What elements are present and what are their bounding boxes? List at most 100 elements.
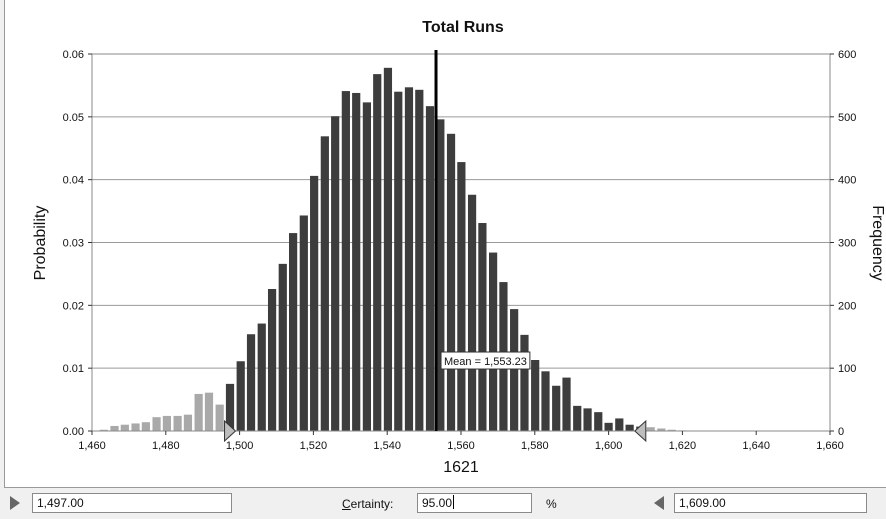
histogram-bar — [204, 392, 214, 431]
histogram-bar — [562, 377, 571, 431]
histogram-bar — [310, 175, 319, 431]
y-tick-label: 0.04 — [63, 175, 84, 187]
chart-title: Total Runs — [422, 19, 504, 36]
forecast-chart: Total Runs 0.000.010.020.030.040.050.06 … — [32, 19, 886, 476]
y2-tick-label: 100 — [838, 363, 856, 375]
histogram-bar — [99, 429, 108, 431]
histogram-bar — [383, 67, 393, 431]
histogram-bar — [625, 424, 634, 431]
histogram-bar — [162, 415, 172, 431]
x-tick-label: 1,520 — [300, 440, 328, 452]
x-axis-label: 1621 — [443, 459, 479, 476]
histogram-bar — [404, 87, 414, 431]
certainty-label: Certainty: — [342, 497, 393, 511]
mean-annotation: Mean = 1,553.23 — [440, 351, 531, 370]
histogram-bar — [152, 417, 161, 431]
histogram-bar — [478, 223, 487, 431]
histogram-bar — [173, 415, 182, 431]
histogram-bar — [215, 404, 224, 431]
histogram-bar — [573, 405, 582, 431]
certainty-mnemonic: C — [342, 497, 351, 511]
histogram-bar — [604, 422, 613, 431]
text-caret — [453, 495, 455, 509]
y-axis-ticks: 0.00 0.01 0.02 0.03 0.04 0.05 0.06 — [63, 49, 92, 438]
y-tick-label: 0.05 — [63, 112, 84, 124]
chart-panel: Total Runs 0.00 0.01 0.02 0.03 0.04 0.05 0.06 … — [4, 0, 886, 488]
histogram-bar — [362, 102, 372, 432]
histogram-bar — [394, 91, 403, 431]
histogram-bar — [552, 385, 561, 431]
histogram-bar — [236, 361, 245, 431]
histogram-bar — [489, 252, 498, 431]
right-grabber-icon[interactable] — [654, 496, 664, 510]
x-tick-label: 1,580 — [521, 440, 549, 452]
histogram-bar — [510, 309, 519, 431]
histogram-bar — [341, 91, 350, 432]
histogram-bar — [194, 393, 203, 431]
y-tick-label: 0.06 — [63, 49, 84, 61]
lower-handle-icon[interactable] — [224, 419, 237, 443]
histogram-bar — [467, 194, 477, 431]
y2-tick-label: 400 — [838, 175, 856, 187]
x-tick-label: 1,560 — [447, 440, 475, 452]
histogram-bar — [267, 288, 277, 431]
histogram-bar — [425, 106, 435, 431]
histogram-bar — [373, 74, 382, 432]
histogram-bar — [141, 422, 150, 431]
y-tick-label: 0.02 — [63, 300, 84, 312]
histogram-bar — [246, 334, 256, 431]
histogram-bar — [257, 323, 266, 431]
lower-bound-value: 1,497.00 — [37, 496, 84, 510]
x-tick-label: 1,600 — [595, 440, 623, 452]
certainty-label-rest: ertainty: — [350, 497, 394, 511]
y-axis-label: Probability — [32, 206, 49, 281]
y-tick-label: 0.03 — [63, 238, 84, 250]
left-grabber-icon[interactable] — [10, 496, 20, 510]
histogram-bar — [615, 418, 624, 431]
certainty-input[interactable]: 95.00 — [417, 493, 532, 513]
y-tick-label: 0.01 — [63, 363, 84, 375]
mean-label: Mean = 1,553.23 — [444, 356, 527, 368]
x-tick-label: 1,460 — [78, 440, 106, 452]
lower-bound-input[interactable]: 1,497.00 — [32, 493, 232, 513]
histogram-bar — [531, 359, 540, 431]
histogram-bar — [646, 427, 655, 431]
secondary-y-axis-label: Frequency — [869, 205, 886, 281]
y2-tick-label: 200 — [838, 300, 856, 312]
histogram-bar — [415, 89, 424, 431]
histogram-bar — [120, 424, 129, 431]
secondary-y-axis-ticks: 0 100 200 300 400 500 600 — [830, 49, 856, 438]
certainty-handles[interactable] — [224, 419, 647, 443]
x-tick-label: 1,640 — [742, 440, 770, 452]
certainty-value: 95.00 — [422, 496, 453, 510]
histogram-bar — [457, 162, 466, 431]
y2-tick-label: 0 — [838, 426, 844, 438]
percent-label: % — [546, 497, 557, 511]
histogram-bar — [299, 215, 308, 431]
x-tick-label: 1,500 — [226, 440, 254, 452]
histogram-bar — [520, 334, 529, 431]
upper-handle-icon[interactable] — [634, 419, 647, 443]
y2-tick-label: 500 — [838, 112, 856, 124]
x-tick-label: 1,620 — [669, 440, 697, 452]
x-axis-ticks: 1,460 1,480 1,500 1,520 1,540 1,560 1,580 1,600… — [78, 431, 844, 452]
histogram-bars — [99, 67, 687, 432]
histogram-bar — [110, 425, 119, 431]
certainty-bar: 1,497.00 Certainty: 95.00 % 1,609.00 — [0, 488, 886, 519]
y2-tick-label: 300 — [838, 238, 856, 250]
upper-bound-value: 1,609.00 — [679, 496, 726, 510]
upper-bound-input[interactable]: 1,609.00 — [674, 493, 867, 513]
histogram-bar — [278, 263, 287, 431]
y2-tick-label: 600 — [838, 49, 856, 61]
histogram-bar — [667, 429, 676, 431]
histogram-bar — [352, 92, 361, 431]
histogram-bar — [131, 423, 140, 431]
histogram-bar — [541, 371, 550, 431]
x-tick-label: 1,540 — [373, 440, 401, 452]
histogram-bar — [446, 133, 456, 431]
histogram-bar — [331, 116, 340, 431]
histogram-bar — [289, 233, 298, 431]
y-tick-label: 0.00 — [63, 426, 84, 438]
histogram-bar — [594, 412, 603, 431]
histogram-bar — [436, 119, 445, 431]
